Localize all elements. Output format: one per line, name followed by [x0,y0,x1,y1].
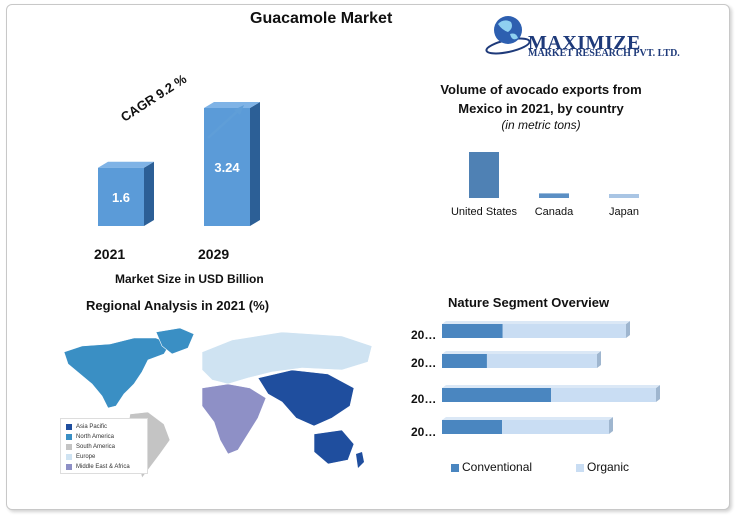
map-legend-item: Europe [61,452,147,462]
globe-logo-icon [485,16,531,55]
exports-category-label: Japan [609,206,639,218]
exports-bar [469,152,499,198]
segment-bar-conventional [442,354,487,368]
map-legend: Asia Pacific North America South America Eu… [60,418,148,474]
regional-title: Regional Analysis in 2021 (%) [86,298,270,313]
bar-value-label: 3.24 [214,160,240,175]
bar-value-label: 1.6 [112,190,130,205]
exports-chart-subtitle: (in metric tons) [501,118,581,132]
segment-bar-top [442,321,630,324]
page-title: Guacamole Market [250,10,393,27]
segment-row-label: 20… [411,328,437,342]
exports-category-label: Canada [534,206,574,218]
logo-subtitle: MARKET RESEARCH PVT. LTD. [528,48,680,59]
legend-label-organic: Organic [587,460,630,474]
segment-row-label: 20… [411,356,437,370]
year-label-2029: 2029 [198,246,230,262]
map-legend-label: North America [76,434,115,440]
map-legend-label: Asia Pacific [76,424,108,430]
segment-bar-organic [502,420,609,434]
world-map [63,327,373,479]
segment-bar-top [442,351,601,354]
middle-east-africa-region [201,383,267,455]
market-size-chart: 1.6 3.24 [98,102,260,226]
exports-chart-title: Volume of avocado exports from Mexico in… [440,82,642,116]
map-legend-item: Middle East & Africa [61,462,147,472]
segment-bar-conventional [442,420,503,434]
map-legend-swatch [66,454,72,460]
cagr-arrow-head-icon [234,105,244,115]
map-legend-label: South America [76,444,116,450]
new-zealand-region [356,452,364,468]
map-legend-item: North America [61,432,147,442]
australia-region [313,429,355,465]
asia-pacific-region [257,369,355,427]
segment-title: Nature Segment Overview [448,295,610,310]
bar-side [144,161,154,226]
bar-top [204,102,260,108]
segment-bar-top [442,417,613,420]
map-legend-swatch [66,434,72,440]
europe-region [201,331,373,385]
segment-bar-side [626,321,630,338]
map-legend-label: Europe [76,454,96,460]
logo-name: MAXIMIZE [528,32,641,54]
exports-chart [469,152,639,198]
market-size-caption: Market Size in USD Billion [115,272,264,286]
segment-row-label: 20… [411,392,437,406]
map-legend-swatch [66,424,72,430]
exports-bar [539,193,569,198]
greenland-region [155,327,195,355]
segment-bar-top [442,385,660,388]
market-size-bar [204,108,250,226]
segment-bar-organic [502,324,626,338]
segment-bar-side [597,351,601,368]
segment-bar-conventional [442,324,503,338]
legend-swatch-conventional [451,464,459,472]
segment-bar-organic [486,354,597,368]
legend-swatch-organic [576,464,584,472]
exports-bar [609,194,639,198]
market-size-bar [98,167,144,226]
map-legend-label: Middle East & Africa [76,464,130,470]
map-legend-swatch [66,444,72,450]
segment-bar-side [656,385,660,402]
segment-bar-organic [551,388,656,402]
map-legend-swatch [66,464,72,470]
legend-label-conventional: Conventional [462,460,533,474]
map-legend-item: South America [61,442,147,452]
segment-bar-conventional [442,388,552,402]
bar-top [98,161,154,168]
bar-side [250,102,260,226]
year-label-2021: 2021 [94,246,126,262]
segment-row-label: 20… [411,425,437,439]
segment-chart [442,321,660,434]
map-legend-item: Asia Pacific [61,422,147,432]
north-america-region [63,337,171,409]
segment-bar-side [609,417,613,434]
cagr-arrow [207,108,241,139]
exports-category-label: United States [450,206,518,218]
